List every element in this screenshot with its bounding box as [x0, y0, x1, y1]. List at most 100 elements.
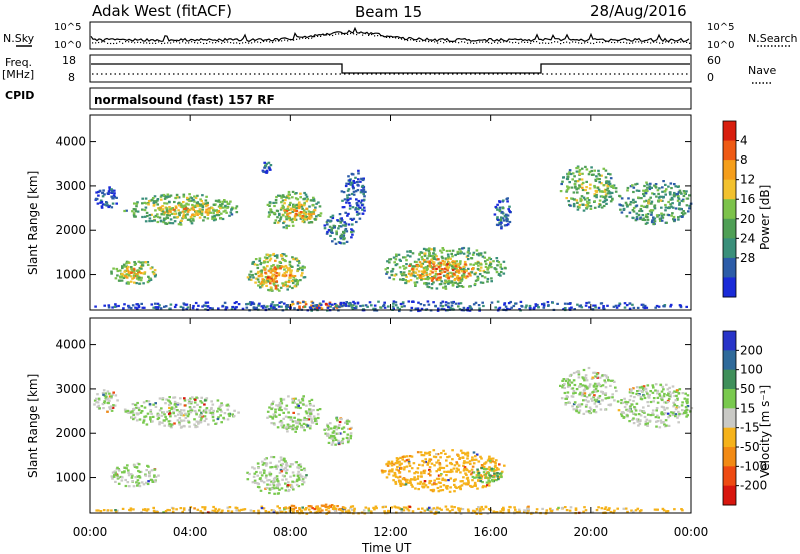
heatmap-cell	[359, 180, 362, 183]
noise-search-dot	[152, 42, 154, 44]
heatmap-cell	[152, 403, 155, 406]
noise-search-dot	[293, 39, 295, 41]
heatmap-cell	[439, 489, 442, 492]
heatmap-cell	[424, 277, 427, 280]
heatmap-cell	[503, 214, 507, 217]
heatmap-cell	[308, 508, 311, 511]
heatmap-cell	[351, 206, 355, 209]
heatmap-cell	[318, 214, 322, 217]
heatmap-cell	[580, 306, 584, 309]
noise-search-dot	[659, 42, 661, 44]
heatmap-cell	[174, 196, 178, 200]
heatmap-cell	[167, 195, 170, 198]
heatmap-cell	[675, 390, 678, 393]
heatmap-cell	[314, 417, 318, 420]
heatmap-cell	[487, 271, 490, 274]
heatmap-cell	[451, 255, 454, 258]
heatmap-cell	[116, 476, 120, 479]
heatmap-cell	[486, 258, 489, 261]
heatmap-cell	[286, 288, 289, 291]
heatmap-cell	[677, 191, 681, 194]
heatmap-cell	[633, 396, 636, 399]
noise-search-dot	[170, 42, 172, 44]
heatmap-cell	[302, 481, 306, 484]
heatmap-cell	[134, 208, 137, 211]
heatmap-cell	[533, 306, 536, 309]
heatmap-cell	[651, 412, 654, 415]
heatmap-cell	[442, 263, 445, 266]
heatmap-cell	[262, 507, 266, 510]
heatmap-cell	[460, 270, 464, 273]
heatmap-cell	[268, 255, 271, 258]
heatmap-cell	[329, 305, 332, 308]
heatmap-cell	[139, 279, 143, 282]
heatmap-cell	[662, 180, 665, 183]
y-tick-label: 2000	[55, 223, 86, 237]
heatmap-cell	[428, 506, 431, 509]
heatmap-cell	[166, 214, 169, 217]
heatmap-cell	[285, 285, 289, 288]
heatmap-cell	[408, 270, 411, 273]
heatmap-cell	[681, 401, 684, 404]
heatmap-cell	[607, 172, 610, 175]
heatmap-cell	[355, 220, 358, 224]
heatmap-cell	[129, 307, 133, 310]
heatmap-cell	[308, 427, 312, 430]
heatmap-cell	[284, 264, 288, 268]
heatmap-cell	[266, 276, 270, 279]
heatmap-cell	[110, 397, 113, 400]
heatmap-cell	[288, 219, 292, 222]
heatmap-cell	[435, 477, 439, 480]
heatmap-cell	[146, 482, 150, 486]
heatmap-cell	[373, 508, 376, 511]
heatmap-cell	[294, 430, 297, 433]
heatmap-cell	[670, 187, 673, 190]
heatmap-cell	[116, 399, 119, 402]
nave-label: Nave	[748, 64, 776, 77]
heatmap-cell	[600, 195, 604, 198]
heatmap-cell	[235, 211, 239, 214]
heatmap-cell	[189, 397, 192, 400]
heatmap-cell	[325, 303, 328, 306]
heatmap-cell	[584, 377, 588, 380]
heatmap-cell	[339, 235, 342, 239]
heatmap-cell	[112, 194, 116, 197]
heatmap-cell	[352, 193, 356, 196]
heatmap-cell	[169, 415, 172, 418]
heatmap-cell	[608, 192, 612, 195]
heatmap-cell	[466, 251, 470, 254]
heatmap-cell	[416, 482, 420, 485]
heatmap-cell	[403, 305, 406, 308]
heatmap-cell	[651, 192, 654, 195]
heatmap-cell	[441, 489, 445, 492]
heatmap-cell	[136, 201, 139, 204]
heatmap-cell	[463, 270, 466, 274]
heatmap-cell	[208, 409, 211, 412]
heatmap-cell	[420, 270, 424, 273]
heatmap-cell	[460, 484, 464, 487]
heatmap-cell	[364, 506, 368, 509]
noise-search-dot	[167, 42, 169, 44]
heatmap-cell	[587, 400, 590, 403]
noise-search-dot	[332, 34, 334, 37]
heatmap-cell	[477, 254, 481, 257]
heatmap-cell	[186, 415, 190, 418]
heatmap-cell	[199, 210, 202, 213]
noise-search-dot	[656, 41, 658, 43]
heatmap-cell	[182, 419, 186, 422]
heatmap-cell	[266, 203, 270, 206]
heatmap-cell	[219, 404, 223, 407]
noise-search-dot	[503, 41, 505, 43]
heatmap-cell	[281, 207, 285, 210]
heatmap-cell	[585, 387, 589, 390]
heatmap-cell	[345, 301, 348, 304]
heatmap-cell	[156, 213, 159, 216]
heatmap-cell	[386, 271, 389, 274]
heatmap-cell	[658, 394, 662, 397]
heatmap-cell	[394, 264, 398, 267]
heatmap-cell	[648, 419, 652, 422]
heatmap-cell	[382, 304, 385, 308]
heatmap-cell	[140, 511, 143, 514]
heatmap-cell	[400, 466, 403, 470]
heatmap-cell	[573, 401, 577, 404]
